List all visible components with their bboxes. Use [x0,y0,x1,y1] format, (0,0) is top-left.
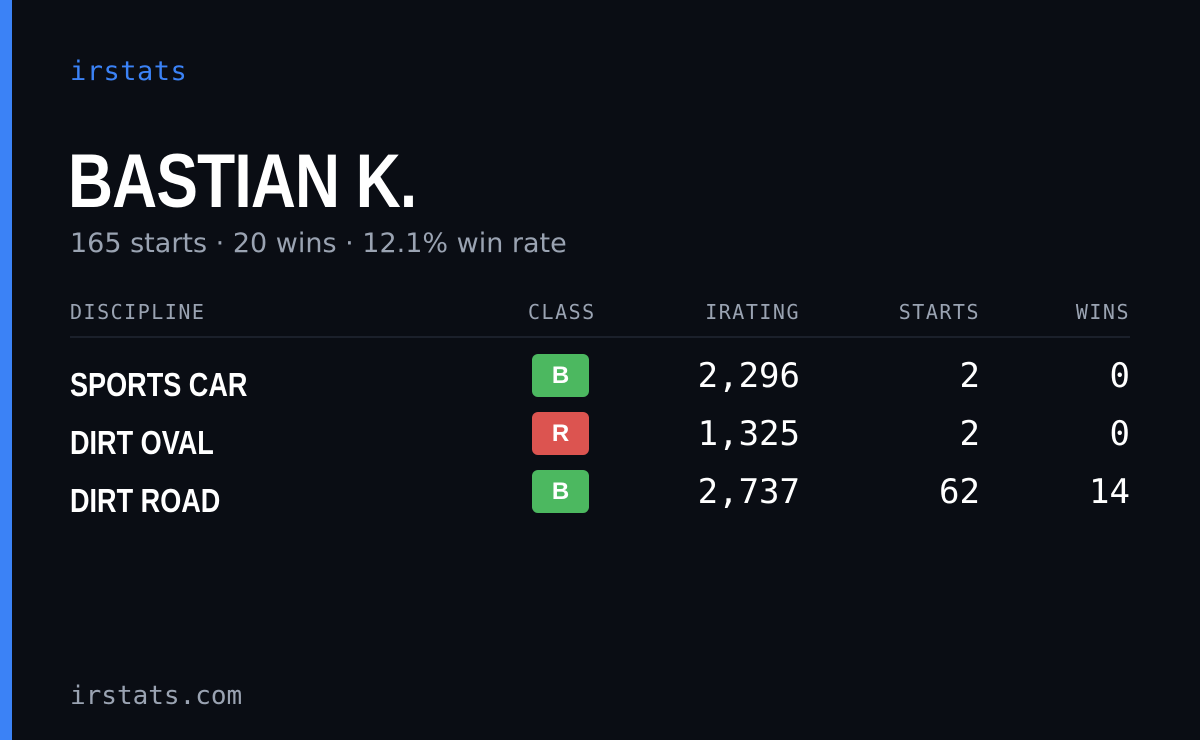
wins-value: 14 [1089,472,1130,512]
class-badge: B [532,354,589,397]
table-row: DIRT OVAL R 1,325 2 0 [70,412,1130,470]
footer-url: irstats.com [70,681,243,711]
accent-bar [0,0,12,740]
starts-value: 2 [959,414,980,454]
irating-value: 2,296 [697,356,800,396]
starts-value: 62 [939,472,980,512]
header-wins: WINS [1075,300,1130,324]
driver-summary: 165 starts · 20 wins · 12.1% win rate [70,228,567,259]
header-starts: STARTS [898,300,980,324]
discipline-label: DIRT ROAD [70,482,221,519]
wins-value: 0 [1109,356,1130,396]
table-body: SPORTS CAR B 2,296 2 0 DIRT OVAL R 1,325… [70,338,1130,528]
brand-logo-text: irstats [70,56,188,87]
discipline-label: SPORTS CAR [70,366,248,403]
header-discipline: DISCIPLINE [70,300,206,324]
stats-table: DISCIPLINE CLASS IRATING STARTS WINS SPO… [70,296,1130,528]
table-header: DISCIPLINE CLASS IRATING STARTS WINS [70,296,1130,338]
class-badge: B [532,470,589,513]
driver-name: BASTIAN K. [68,139,417,224]
irating-value: 1,325 [697,414,800,454]
table-row: SPORTS CAR B 2,296 2 0 [70,354,1130,412]
table-row: DIRT ROAD B 2,737 62 14 [70,470,1130,528]
class-badge: R [532,412,589,455]
header-class: CLASS [528,300,596,324]
starts-value: 2 [959,356,980,396]
discipline-label: DIRT OVAL [70,424,214,461]
header-irating: IRATING [705,300,800,324]
irating-value: 2,737 [697,472,800,512]
wins-value: 0 [1109,414,1130,454]
